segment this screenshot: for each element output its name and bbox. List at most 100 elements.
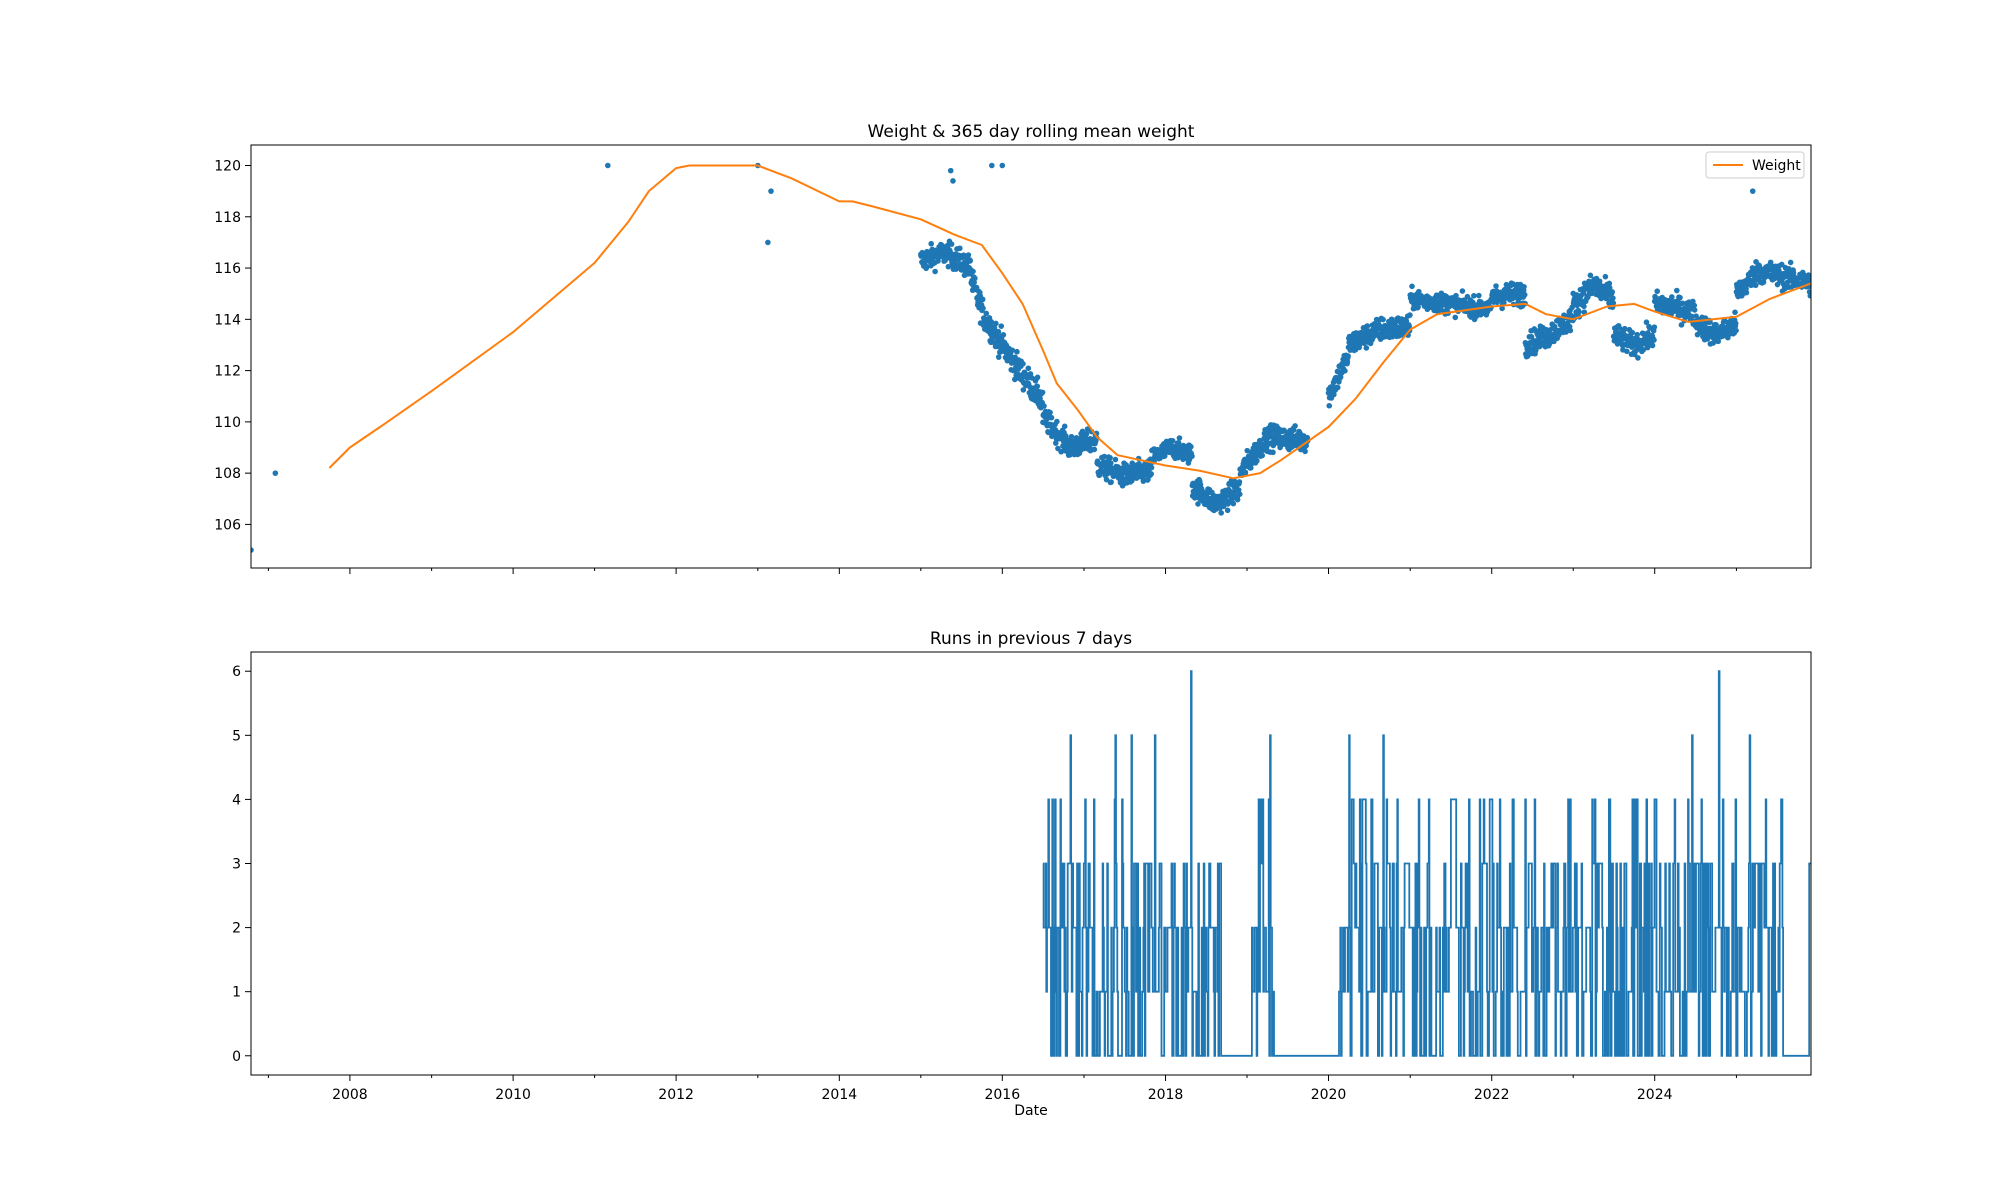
weight-point <box>923 263 930 270</box>
weight-point <box>932 268 938 275</box>
x-axis-label: Date <box>1014 1103 1047 1119</box>
weight-legend: Weight <box>1705 151 1805 179</box>
y-tick-label: 118 <box>214 210 241 226</box>
weight-point <box>1380 316 1386 323</box>
weight-point <box>1236 491 1243 497</box>
weight-point <box>1528 334 1535 340</box>
weight-point <box>1606 280 1613 287</box>
y-tick-label: 2 <box>232 921 241 937</box>
weight-point <box>1610 295 1616 301</box>
weight-point <box>1061 423 1068 430</box>
weight-point <box>765 239 771 246</box>
weight-point <box>1807 275 1811 281</box>
weight-point <box>965 252 972 258</box>
weight-point <box>957 245 963 252</box>
weight-point <box>1107 460 1114 466</box>
weight-point <box>1609 289 1615 295</box>
weight-point <box>1407 312 1413 318</box>
weight-point <box>1624 348 1630 355</box>
weight-point <box>995 354 1002 360</box>
weight-point <box>1732 309 1738 316</box>
weight-point <box>1034 383 1041 390</box>
weight-point <box>1034 374 1041 381</box>
x-tick-label: 2024 <box>1637 1087 1673 1103</box>
weight-point <box>768 188 774 194</box>
x-tick-label: 2022 <box>1474 1087 1510 1103</box>
weight-point <box>1091 446 1098 453</box>
weight-point <box>1364 323 1371 329</box>
weight-point <box>1108 479 1114 485</box>
runs-chart-title: Runs in previous 7 days <box>930 629 1132 649</box>
weight-point <box>1651 324 1658 330</box>
weight-point <box>948 241 955 247</box>
weight-point <box>1103 476 1110 483</box>
weight-point <box>1476 292 1482 299</box>
weight-point <box>1563 329 1569 335</box>
weight-point <box>1020 387 1027 393</box>
weight-point <box>1679 300 1686 307</box>
weight-point <box>1640 346 1647 353</box>
weight-point <box>1175 454 1181 461</box>
weight-point <box>1807 292 1811 299</box>
weight-point <box>1342 368 1348 374</box>
weight-point <box>1054 418 1060 425</box>
weight-point <box>1020 361 1026 367</box>
y-tick-label: 4 <box>232 792 241 808</box>
weight-point <box>1787 259 1794 266</box>
weight-point <box>1009 347 1016 354</box>
weight-point <box>1752 282 1759 289</box>
y-tick-label: 1 <box>232 985 241 1001</box>
weight-point <box>1161 453 1168 459</box>
weight-point <box>972 275 978 282</box>
y-tick-label: 0 <box>232 1049 241 1065</box>
weight-point <box>1602 273 1609 280</box>
runs-x-axis: 2008 2010 2012 2014 2016 2018 2020 2022 2024 <box>267 1075 1737 1103</box>
weight-point <box>998 323 1005 329</box>
weight-point <box>979 296 986 303</box>
runs-y-axis: 0 1 2 3 4 5 6 <box>232 664 251 1065</box>
weight-point <box>1292 423 1298 429</box>
weight-point <box>1248 465 1254 471</box>
weight-point <box>1326 402 1333 409</box>
weight-point <box>1521 283 1527 290</box>
weight-point <box>993 320 999 327</box>
weight-point <box>1743 289 1750 296</box>
weight-point <box>1334 384 1341 391</box>
weight-point <box>1606 284 1613 291</box>
weight-y-axis: 106 108 110 112 114 116 118 120 <box>214 159 251 533</box>
weight-point <box>1048 414 1055 421</box>
weight-point <box>1195 501 1201 507</box>
weight-point <box>1499 305 1505 312</box>
x-tick-label: 2014 <box>822 1087 858 1103</box>
weight-point <box>1175 440 1182 446</box>
weight-point <box>947 167 954 174</box>
weight-point <box>272 470 279 476</box>
weight-point <box>1083 431 1090 437</box>
weight-plot-area <box>251 162 1811 553</box>
weight-point <box>999 162 1006 169</box>
weight-point <box>1471 292 1477 299</box>
weight-x-axis <box>267 568 1737 574</box>
weight-point <box>1415 304 1421 310</box>
weight-point <box>1452 314 1459 321</box>
weight-point <box>1733 327 1739 334</box>
weight-point <box>1345 353 1351 359</box>
weight-axes-frame <box>250 144 1812 569</box>
x-tick-label: 2020 <box>1311 1087 1347 1103</box>
weight-point <box>1643 319 1650 326</box>
x-tick-label: 2012 <box>658 1087 694 1103</box>
weight-point <box>945 263 952 270</box>
weight-point <box>1189 453 1195 460</box>
y-tick-label: 3 <box>232 857 241 873</box>
y-tick-label: 108 <box>214 466 241 482</box>
weight-point <box>1234 496 1241 503</box>
weight-point <box>1725 334 1731 341</box>
weight-chart-title: Weight & 365 day rolling mean weight <box>868 122 1195 142</box>
weight-point <box>1581 303 1587 310</box>
weight-point <box>1363 345 1370 351</box>
weight-point <box>1453 292 1459 299</box>
weight-point <box>1691 307 1698 313</box>
weight-point <box>1635 355 1641 361</box>
weight-point <box>1101 453 1108 460</box>
